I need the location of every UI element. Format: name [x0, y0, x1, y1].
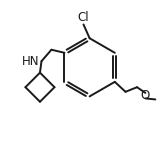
Text: Cl: Cl [77, 11, 89, 24]
Text: O: O [141, 89, 150, 102]
Text: HN: HN [22, 55, 39, 68]
